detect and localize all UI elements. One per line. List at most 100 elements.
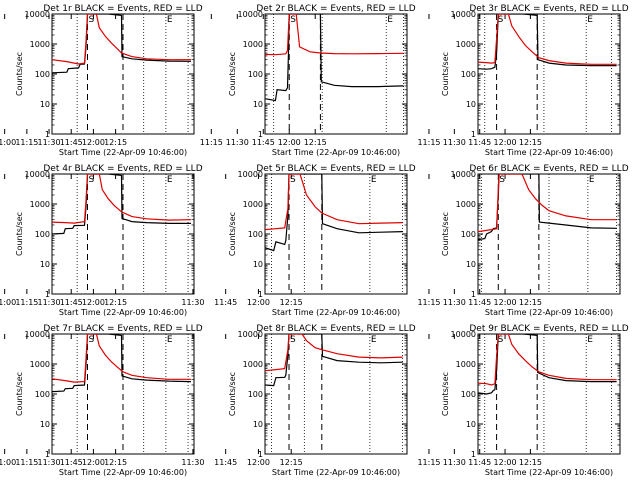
start-marker-label: S xyxy=(89,335,95,345)
y-tick-label: 10000 xyxy=(451,170,476,179)
x-tick-label: 11:00 xyxy=(0,138,16,147)
x-tick-label: 11:30 xyxy=(38,298,61,307)
y-axis-label: Counts/sec xyxy=(15,52,24,96)
y-axis-label: Counts/sec xyxy=(228,212,237,256)
y-tick-label: 10 xyxy=(40,100,50,109)
x-tick-label: 11:30 xyxy=(443,298,466,307)
series-line-events xyxy=(265,14,404,102)
y-tick-label: 10 xyxy=(253,100,263,109)
x-tick-label: 11:15 xyxy=(417,458,440,467)
plot-frame xyxy=(264,333,408,455)
start-marker-label: S xyxy=(498,335,504,345)
y-tick-label: 10000 xyxy=(451,10,476,19)
series-line-events xyxy=(265,174,403,252)
x-tick-label: 12:00 xyxy=(82,138,105,147)
y-tick-label: 1000 xyxy=(30,200,50,209)
panel-det-2: Det 2r BLACK = Events, RED = LLD 1 10 100 10… xyxy=(200,4,416,157)
x-tick-label: 11:45 xyxy=(60,458,83,467)
panel-title: Det 3r BLACK = Events, RED = LLD xyxy=(469,4,628,14)
x-tick-label: 11:45 xyxy=(214,298,237,307)
end-marker-label: E xyxy=(167,175,173,185)
y-tick-label: 1000 xyxy=(456,200,476,209)
panel-det-8: Det 8r BLACK = Events, RED = LLD 1 10 100 10… xyxy=(181,324,415,477)
series-line-events xyxy=(52,14,192,74)
y-tick-label: 1000 xyxy=(243,200,263,209)
y-tick-label: 100 xyxy=(248,390,263,399)
y-tick-label: 100 xyxy=(461,390,476,399)
plot-frame xyxy=(477,333,621,455)
y-tick-label: 10000 xyxy=(238,330,263,339)
y-tick-label: 10 xyxy=(40,260,50,269)
x-tick-label: 11:15 xyxy=(15,138,38,147)
series-line-events xyxy=(478,334,617,395)
series-line-lld xyxy=(265,334,403,372)
y-tick-label: 100 xyxy=(248,230,263,239)
x-axis-label: Start Time (22-Apr-09 10:46:00) xyxy=(272,308,400,317)
y-tick-label: 1 xyxy=(45,130,50,139)
end-marker-label: E xyxy=(167,15,173,25)
y-tick-label: 10 xyxy=(466,100,476,109)
panel-det-3: Det 3r BLACK = Events, RED = LLD 1 10 100 10… xyxy=(417,4,628,157)
x-axis-label: Start Time (22-Apr-09 10:46:00) xyxy=(59,148,187,157)
x-axis-label: Start Time (22-Apr-09 10:46:00) xyxy=(485,468,613,477)
y-tick-label: 10000 xyxy=(25,170,50,179)
x-tick-label: 11:45 xyxy=(214,458,237,467)
series-line-events xyxy=(52,334,192,393)
start-marker-label: S xyxy=(290,15,296,25)
x-tick-label: 11:45 xyxy=(252,138,275,147)
y-tick-label: 10000 xyxy=(451,330,476,339)
y-tick-label: 1 xyxy=(471,450,476,459)
x-axis-label: Start Time (22-Apr-09 10:46:00) xyxy=(59,308,187,317)
series-line-lld xyxy=(478,14,617,65)
y-tick-label: 1000 xyxy=(30,360,50,369)
y-tick-label: 10000 xyxy=(25,330,50,339)
series-line-events xyxy=(265,334,403,387)
y-axis-label: Counts/sec xyxy=(441,212,450,256)
x-tick-label: 11:30 xyxy=(38,458,61,467)
start-marker-label: S xyxy=(89,15,95,25)
plot-frame xyxy=(477,13,621,135)
y-tick-label: 1000 xyxy=(456,40,476,49)
x-tick-label: 11:00 xyxy=(0,298,16,307)
y-axis-label: Counts/sec xyxy=(228,52,237,96)
start-marker-label: S xyxy=(499,175,505,185)
start-marker-label: S xyxy=(290,335,296,345)
y-tick-label: 1000 xyxy=(30,40,50,49)
y-tick-label: 1 xyxy=(258,450,263,459)
y-axis-label: Counts/sec xyxy=(15,212,24,256)
y-tick-label: 100 xyxy=(35,390,50,399)
end-marker-label: E xyxy=(167,335,173,345)
panel-title: Det 8r BLACK = Events, RED = LLD xyxy=(256,324,415,334)
y-tick-label: 1000 xyxy=(456,360,476,369)
series-line-events xyxy=(52,174,191,235)
panel-det-4: Det 4r BLACK = Events, RED = LLD 1 10 100 10… xyxy=(0,164,203,317)
y-tick-label: 1 xyxy=(258,130,263,139)
series-line-lld xyxy=(478,334,617,386)
x-axis-label: Start Time (22-Apr-09 10:46:00) xyxy=(485,308,613,317)
y-tick-label: 1 xyxy=(258,290,263,299)
x-tick-label: 12:15 xyxy=(519,458,542,467)
end-marker-label: E xyxy=(587,335,593,345)
x-tick-label: 12:15 xyxy=(280,298,303,307)
end-marker-label: E xyxy=(371,335,377,345)
x-tick-label: 11:45 xyxy=(60,298,83,307)
x-axis-label: Start Time (22-Apr-09 10:46:00) xyxy=(59,468,187,477)
x-tick-label: 12:00 xyxy=(494,298,517,307)
panel-title: Det 6r BLACK = Events, RED = LLD xyxy=(469,164,628,174)
x-tick-label: 12:15 xyxy=(280,458,303,467)
panel-det-1: Det 1r BLACK = Events, RED = LLD 1 10 100 10… xyxy=(0,4,203,157)
panel-title: Det 7r BLACK = Events, RED = LLD xyxy=(43,324,202,334)
end-marker-label: E xyxy=(371,175,377,185)
y-tick-label: 10000 xyxy=(238,170,263,179)
plot-frame xyxy=(264,13,408,135)
panel-title: Det 9r BLACK = Events, RED = LLD xyxy=(469,324,628,334)
x-tick-label: 12:00 xyxy=(278,138,301,147)
x-axis-label: Start Time (22-Apr-09 10:46:00) xyxy=(272,148,400,157)
y-tick-label: 1 xyxy=(45,290,50,299)
x-tick-label: 11:15 xyxy=(417,138,440,147)
x-tick-label: 12:00 xyxy=(247,298,270,307)
series-line-lld xyxy=(265,14,404,56)
y-tick-label: 10 xyxy=(40,420,50,429)
panel-det-6: Det 6r BLACK = Events, RED = LLD 1 10 100 10… xyxy=(417,164,628,317)
panel-title: Det 2r BLACK = Events, RED = LLD xyxy=(256,4,415,14)
